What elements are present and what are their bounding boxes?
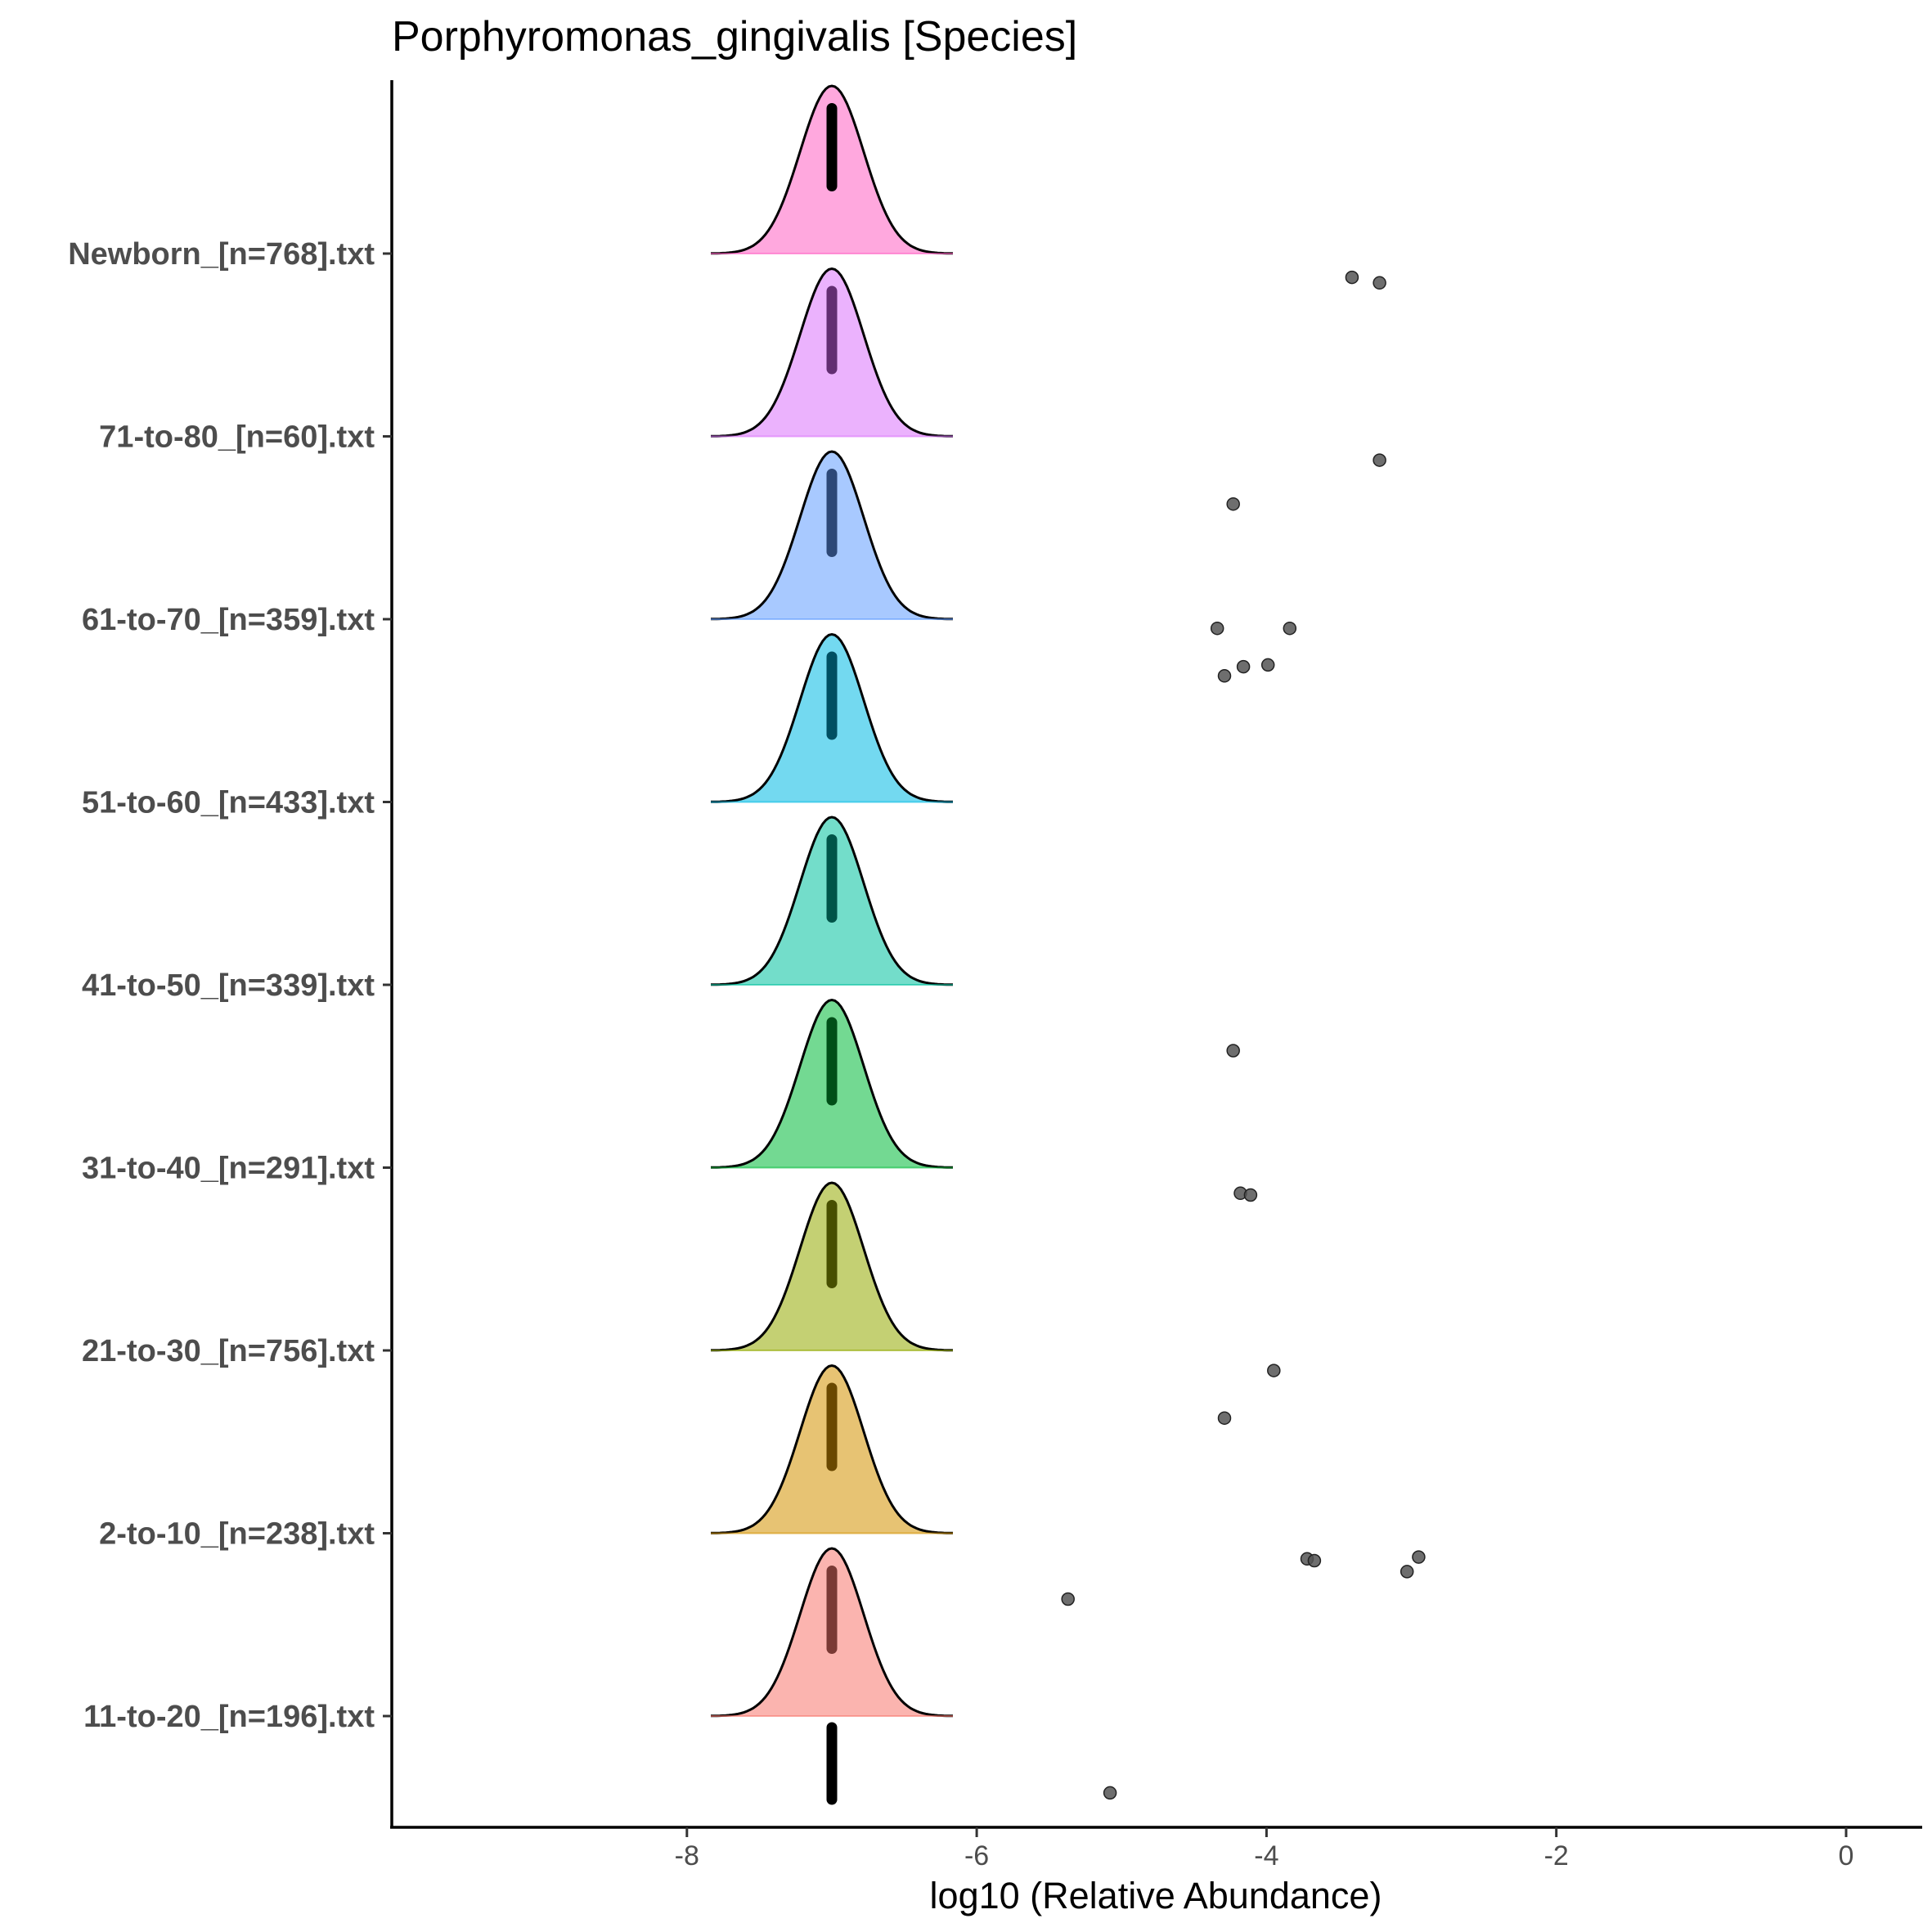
density-outline-8: [711, 84, 953, 255]
density-outline-4: [711, 815, 953, 986]
y-tick-label-1: 2-to-10_[n=238].txt: [99, 1517, 375, 1552]
density-outline-1: [711, 1364, 953, 1534]
density-outline-3: [711, 998, 953, 1169]
outlier-point-8-0: [1345, 270, 1359, 285]
outlier-point-6-3: [1260, 658, 1275, 672]
outlier-point-1-4: [1400, 1565, 1414, 1579]
chart-title: Porphyromonas_gingivalis [Species]: [392, 13, 1077, 61]
density-outline-2: [711, 1181, 953, 1352]
outlier-point-3-1: [1243, 1188, 1258, 1202]
outlier-point-2-1: [1217, 1411, 1232, 1425]
outlier-point-7-1: [1226, 496, 1240, 511]
outlier-point-6-1: [1283, 621, 1297, 636]
outlier-point-6-4: [1217, 669, 1232, 683]
x-tick-label-3: -2: [1544, 1840, 1569, 1871]
outlier-point-1-3: [1412, 1550, 1426, 1564]
y-tick-label-8: Newborn_[n=768].txt: [68, 237, 375, 272]
x-ticks: -8 -6 -4 -2 0: [675, 1827, 1854, 1871]
y-tick-label-6: 61-to-70_[n=359].txt: [82, 603, 375, 637]
outlier-point-1-2: [1307, 1553, 1322, 1568]
outlier-point-6-2: [1236, 659, 1251, 674]
outlier-point-1-0: [1061, 1592, 1075, 1606]
outlier-point-2-0: [1267, 1364, 1281, 1377]
x-tick-label-4: 0: [1839, 1840, 1854, 1871]
outlier-point-8-1: [1373, 276, 1386, 290]
outlier-point-0-0: [1103, 1786, 1117, 1800]
y-tick-label-4: 41-to-50_[n=339].txt: [82, 968, 375, 1003]
y-tick-label-7: 71-to-80_[n=60].txt: [99, 420, 375, 455]
density-outline-0: [711, 1547, 953, 1718]
y-tick-labels: Newborn_[n=768].txt 71-to-80_[n=60].txt 61…: [68, 237, 392, 1734]
x-tick-label-1: -6: [964, 1840, 989, 1871]
y-tick-label-5: 51-to-60_[n=433].txt: [82, 786, 375, 820]
outlier-point-6-0: [1210, 621, 1224, 636]
x-tick-label-2: -4: [1254, 1840, 1278, 1871]
outlier-point-4-0: [1226, 1044, 1240, 1058]
density-outline-6: [711, 450, 953, 621]
y-tick-label-0: 11-to-20_[n=196].txt: [83, 1700, 375, 1734]
outlier-points: [826, 103, 1426, 1805]
outlier-point-7-0: [1373, 453, 1386, 467]
axes: [390, 80, 1922, 1829]
y-tick-label-3: 31-to-40_[n=291].txt: [82, 1152, 375, 1186]
y-tick-label-2: 21-to-30_[n=756].txt: [82, 1334, 375, 1368]
density-outline-7: [711, 267, 953, 438]
density-outline-5: [711, 632, 953, 803]
x-axis-label: log10 (Relative Abundance): [930, 1875, 1382, 1916]
x-tick-label-0: -8: [675, 1840, 699, 1871]
